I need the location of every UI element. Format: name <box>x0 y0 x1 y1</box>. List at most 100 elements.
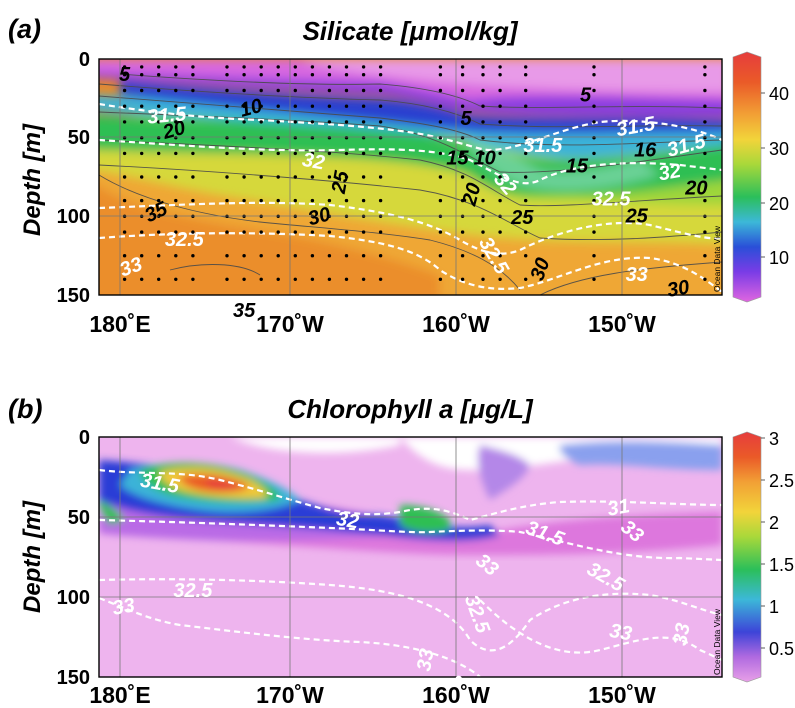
sample-point <box>703 175 707 179</box>
panel-b-grid <box>99 437 722 677</box>
panel-a-y-tick: 100 <box>57 206 90 228</box>
sample-point <box>378 254 383 258</box>
sample-point <box>524 175 528 179</box>
sample-point <box>157 120 161 124</box>
sample-point <box>140 136 144 140</box>
sample-point <box>703 198 707 203</box>
sample-point <box>361 104 366 108</box>
sample-point <box>293 254 297 258</box>
sample-point <box>157 277 161 281</box>
sample-point <box>191 198 195 203</box>
sample-point <box>259 151 263 156</box>
sample-point <box>361 198 366 203</box>
sample-point <box>191 65 195 69</box>
sample-point <box>327 175 332 179</box>
sample-point <box>293 198 297 203</box>
sample-point <box>592 277 596 281</box>
sample-point <box>174 198 178 203</box>
sample-point <box>276 230 280 234</box>
sample-point <box>140 230 144 234</box>
sample-point <box>157 136 161 140</box>
panel-b-title: Chlorophyll a [μg/L] <box>287 394 534 424</box>
sample-point <box>122 198 127 203</box>
sample-point <box>293 88 297 93</box>
sample-point <box>276 254 280 258</box>
sample-point <box>276 151 280 156</box>
contour-label: 25 <box>510 207 534 229</box>
sample-point <box>460 277 465 281</box>
sample-point <box>310 136 315 140</box>
sample-point <box>293 136 297 140</box>
sample-point <box>361 136 366 140</box>
contour-label: 35 <box>233 300 256 322</box>
sample-point <box>140 65 144 69</box>
sample-point <box>481 151 485 156</box>
sample-point <box>703 73 707 77</box>
sample-point <box>191 73 195 77</box>
panel-a-y-tick: 0 <box>79 49 90 71</box>
sample-point <box>378 277 383 281</box>
sample-point <box>276 277 280 281</box>
sample-point <box>524 120 528 124</box>
contour-label: 10 <box>474 147 496 169</box>
sample-point <box>481 73 485 77</box>
contour-label: 30 <box>665 276 691 302</box>
sample-point <box>122 151 127 156</box>
sample-point <box>327 73 332 77</box>
sample-point <box>293 230 297 234</box>
sample-point <box>191 277 195 281</box>
panel-b-x-tick: 180˚E <box>89 682 150 708</box>
sample-point <box>460 254 465 258</box>
sample-point <box>191 230 195 234</box>
sample-point <box>327 254 332 258</box>
sample-point <box>242 73 246 77</box>
sample-point <box>242 151 246 156</box>
panel-b-colorbar-tick: 3 <box>769 429 779 449</box>
sample-point <box>361 151 366 156</box>
sample-point <box>524 73 528 77</box>
sample-point <box>524 277 528 281</box>
sample-point <box>460 73 465 77</box>
sample-point <box>174 73 178 77</box>
panel-a-watermark: Ocean Data View <box>712 225 722 292</box>
sample-point <box>592 73 596 77</box>
panel-a-x-tick: 180˚E <box>89 311 150 337</box>
sample-point <box>276 104 280 108</box>
sample-point <box>122 136 127 140</box>
sample-point <box>122 88 127 93</box>
sample-point <box>225 198 229 203</box>
sample-point <box>481 277 485 281</box>
sample-point <box>259 254 263 258</box>
sample-point <box>276 73 280 77</box>
sample-point <box>327 277 332 281</box>
sample-point <box>592 65 596 69</box>
sample-point <box>122 254 127 258</box>
sample-point <box>703 104 707 108</box>
sample-point <box>524 254 528 258</box>
panel-b-colorbar-tick: 1.5 <box>769 555 794 575</box>
sample-point <box>438 277 443 281</box>
sample-point <box>225 88 229 93</box>
sample-point <box>242 198 246 203</box>
sample-point <box>242 120 246 124</box>
sample-point <box>481 198 485 203</box>
contour-label: 15 <box>446 147 469 169</box>
panel-b-x-tick: 170˚W <box>256 682 324 708</box>
sample-point <box>524 104 528 108</box>
sample-point <box>242 136 246 140</box>
sample-point <box>276 88 280 93</box>
panel-b-frame <box>98 436 723 678</box>
sample-point <box>157 230 161 234</box>
contour-label: 31.5 <box>146 103 188 128</box>
sample-point <box>438 175 443 179</box>
sample-point <box>344 88 349 93</box>
sample-point <box>438 151 443 156</box>
panel-a-colorbar-tick: 20 <box>769 194 789 214</box>
sample-point <box>174 88 178 93</box>
sample-point <box>361 277 366 281</box>
sample-point <box>481 254 485 258</box>
panel-a-x-tick: 150˚W <box>588 311 656 337</box>
sample-point <box>225 104 229 108</box>
sample-point <box>276 136 280 140</box>
